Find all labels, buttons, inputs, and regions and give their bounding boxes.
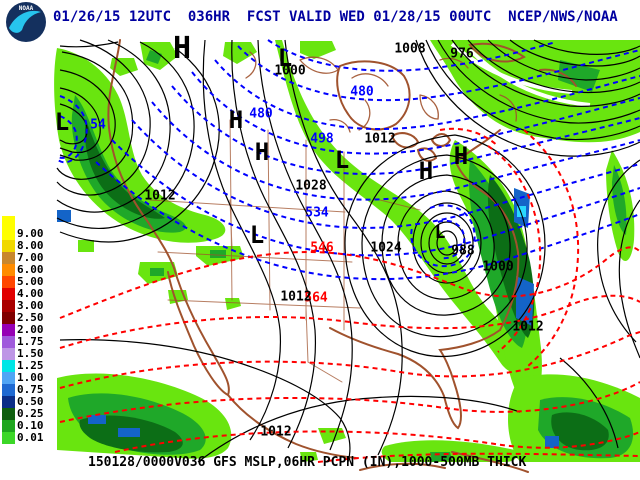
legend-row: 1.25	[2, 360, 44, 372]
legend-value: 3.00	[17, 299, 44, 312]
legend-row: 7.00	[2, 252, 44, 264]
legend-value: 2.00	[17, 323, 44, 336]
seagull-icon	[9, 10, 41, 33]
legend-swatch	[2, 384, 15, 396]
legend-row: 9.00	[2, 228, 44, 240]
page-title: 01/26/15 12UTC 036HR FCST VALID WED 01/2…	[53, 9, 618, 25]
legend-swatch	[2, 216, 15, 228]
legend-value: 5.00	[17, 275, 44, 288]
isobar-layer	[56, 39, 640, 463]
legend-value: 4.00	[17, 287, 44, 300]
legend-row	[2, 216, 44, 228]
legend-value: 1.75	[17, 335, 44, 348]
legend-swatch	[2, 276, 15, 288]
legend-swatch	[2, 396, 15, 408]
legend-row: 1.00	[2, 372, 44, 384]
legend-row: 1.75	[2, 336, 44, 348]
legend-row: 4.00	[2, 288, 44, 300]
legend-swatch	[2, 264, 15, 276]
legend-value: 9.00	[17, 227, 44, 240]
legend-row: 0.25	[2, 408, 44, 420]
legend-value: 7.00	[17, 251, 44, 264]
legend-value: 6.00	[17, 263, 44, 276]
legend-value: 8.00	[17, 239, 44, 252]
state-borders	[149, 119, 421, 383]
legend-swatch	[2, 228, 15, 240]
legend-row: 1.50	[2, 348, 44, 360]
legend-value: 1.00	[17, 371, 44, 384]
legend-row: 3.00	[2, 300, 44, 312]
legend-row: 0.50	[2, 396, 44, 408]
legend-swatch	[2, 420, 15, 432]
legend-row: 0.75	[2, 384, 44, 396]
legend-swatch	[2, 348, 15, 360]
product-caption: 150128/0000V036 GFS MSLP,06HR PCPN (IN),…	[88, 455, 527, 470]
legend-row: 5.00	[2, 276, 44, 288]
legend-value: 1.50	[17, 347, 44, 360]
legend-value: 0.75	[17, 383, 44, 396]
legend-swatch	[2, 336, 15, 348]
legend-row: 0.10	[2, 420, 44, 432]
legend-value: 0.01	[17, 431, 44, 444]
legend-value: 0.50	[17, 395, 44, 408]
thickness-blue-layer	[56, 39, 640, 281]
legend-row: 6.00	[2, 264, 44, 276]
precip-cyan-layer	[517, 206, 526, 217]
legend-swatch	[2, 288, 15, 300]
precip-legend: 9.00 8.00 7.00 6.00 5.00 4.00 3.00 2.50 …	[2, 216, 44, 444]
legend-value: 0.10	[17, 419, 44, 432]
legend-value: 1.25	[17, 359, 44, 372]
legend-swatch	[2, 252, 15, 264]
logo-text: NOAA	[19, 5, 34, 12]
legend-row: 0.01	[2, 432, 44, 444]
legend-row: 2.50	[2, 312, 44, 324]
legend-value: 2.50	[17, 311, 44, 324]
noaa-logo: NOAA	[6, 2, 46, 42]
legend-swatch	[2, 408, 15, 420]
legend-swatch	[2, 432, 15, 444]
thickness-red-layer	[59, 127, 640, 463]
legend-swatch	[2, 300, 15, 312]
legend-row: 2.00	[2, 324, 44, 336]
legend-swatch	[2, 240, 15, 252]
legend-swatch	[2, 372, 15, 384]
geography-layer	[107, 39, 577, 473]
legend-row: 8.00	[2, 240, 44, 252]
legend-swatch	[2, 360, 15, 372]
legend-value: 0.25	[17, 407, 44, 420]
legend-swatch	[2, 324, 15, 336]
legend-swatch	[2, 312, 15, 324]
